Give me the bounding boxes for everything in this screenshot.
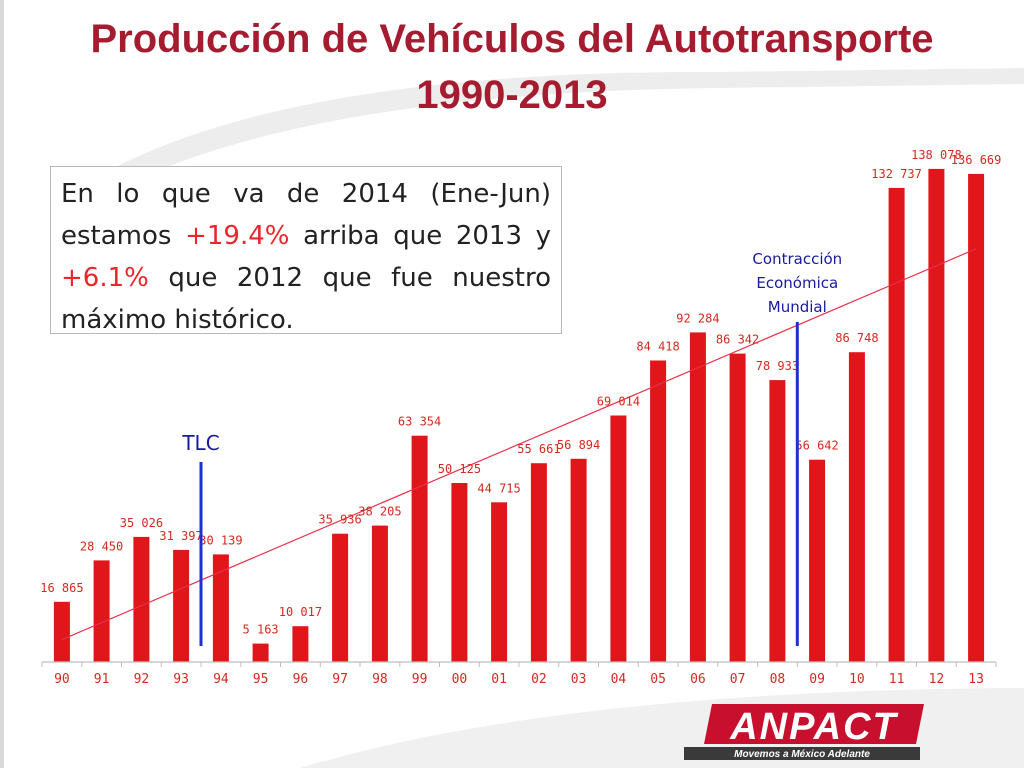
bar-11 [888, 187, 905, 662]
bar-label-91: 28 450 [80, 539, 123, 553]
x-tick-03: 03 [571, 672, 587, 687]
bar-08 [769, 380, 786, 662]
logo-tagline-text: Movemos a México Adelante [734, 749, 870, 760]
crisis-annotation-label-3: Mundial [768, 298, 827, 316]
x-axis: 90 91 92 93 94 95 96 97 98 99 00 01 02 03 04 05 06 07 08 09… [41, 661, 997, 687]
bar-label-00: 50 125 [438, 462, 481, 476]
bar-05 [650, 360, 667, 662]
bar-label-99: 63 354 [398, 415, 441, 429]
bar-03 [570, 458, 587, 662]
bar-label-98: 38 205 [358, 505, 401, 519]
x-tick-13: 13 [968, 672, 984, 687]
bar-93 [173, 549, 190, 662]
bar-label-01: 44 715 [477, 481, 520, 495]
bar-13 [968, 173, 985, 662]
bars-layer [53, 168, 985, 662]
bar-label-90: 16 865 [40, 581, 83, 595]
bar-01 [491, 502, 508, 662]
x-tick-95: 95 [253, 672, 269, 687]
x-tick-91: 91 [94, 672, 110, 687]
note-box: En lo que va de 2014 (Ene-Jun) estamos +… [50, 166, 562, 335]
bar-94 [212, 554, 229, 662]
bar-label-96: 10 017 [279, 605, 322, 619]
x-tick-09: 09 [809, 672, 825, 687]
crisis-annotation-label-2: Económica [756, 274, 838, 292]
anpact-logo: ANPACT Movemos a México Adelante [684, 704, 924, 760]
bar-96 [292, 626, 309, 662]
bar-07 [729, 353, 746, 662]
bar-label-07: 86 342 [716, 333, 759, 347]
x-tick-90: 90 [54, 672, 70, 687]
bar-99 [411, 435, 428, 662]
x-tick-99: 99 [412, 672, 428, 687]
tlc-annotation-label: TLC [181, 431, 219, 455]
bar-label-09: 56 642 [795, 439, 838, 453]
bar-label-95: 5 163 [243, 623, 279, 637]
x-tick-11: 11 [889, 672, 905, 687]
note-highlight-2013: +19.4% [185, 221, 290, 251]
trend-line [61, 248, 977, 641]
x-tick-08: 08 [770, 672, 786, 687]
crisis-annotation-label-1: Contracción [752, 250, 842, 268]
x-tick-97: 97 [332, 672, 348, 687]
x-tick-96: 96 [293, 672, 309, 687]
bar-12 [928, 168, 945, 662]
bar-label-94: 30 139 [199, 533, 242, 547]
bar-06 [689, 332, 706, 662]
bar-label-11: 132 737 [871, 167, 922, 181]
bar-97 [332, 533, 349, 662]
bar-label-04: 69 014 [597, 395, 640, 409]
bar-label-13: 136 669 [951, 153, 1002, 167]
bar-label-08: 78 933 [756, 359, 799, 373]
x-tick-92: 92 [134, 672, 150, 687]
x-tick-10: 10 [849, 672, 865, 687]
trendline-layer [61, 248, 977, 641]
bar-10 [848, 352, 865, 662]
bar-label-93: 31 397 [159, 529, 202, 543]
x-tick-06: 06 [690, 672, 706, 687]
note-text-2: arriba que 2013 y [289, 221, 552, 251]
bar-label-06: 92 284 [676, 311, 719, 325]
x-tick-93: 93 [173, 672, 189, 687]
page-title: Producción de Vehículos del Autotranspor… [90, 17, 934, 61]
page-subtitle-years: 1990-2013 [416, 73, 608, 117]
note-text-1: En lo que va de 2014 (Ene-Jun) estamos [61, 179, 551, 251]
bar-90 [53, 601, 70, 662]
bar-98 [371, 525, 388, 662]
x-tick-02: 02 [531, 672, 547, 687]
bar-label-12: 138 078 [911, 148, 962, 162]
x-tick-05: 05 [650, 672, 666, 687]
x-tick-01: 01 [491, 672, 507, 687]
bar-09 [809, 459, 826, 662]
bar-label-02: 55 661 [517, 442, 560, 456]
x-tick-94: 94 [213, 672, 229, 687]
bar-label-03: 56 894 [557, 438, 600, 452]
x-tick-04: 04 [611, 672, 627, 687]
note-highlight-2012: +6.1% [61, 263, 149, 293]
x-tick-98: 98 [372, 672, 388, 687]
logo-brand-text: ANPACT [729, 706, 898, 748]
x-tick-00: 00 [452, 672, 468, 687]
x-tick-07: 07 [730, 672, 746, 687]
bar-02 [530, 463, 547, 662]
bar-04 [610, 415, 627, 662]
bar-95 [252, 643, 269, 662]
annotations-layer: TLC Contracción Económica Mundial [181, 250, 842, 646]
bar-label-05: 84 418 [636, 340, 679, 354]
note-text-3: que 2012 que fue nuestro máximo históric… [61, 263, 551, 335]
bar-92 [133, 536, 150, 662]
bar-00 [451, 483, 468, 662]
x-tick-12: 12 [929, 672, 945, 687]
bar-label-92: 35 026 [120, 516, 163, 530]
bar-label-10: 86 748 [835, 331, 878, 345]
bar-91 [93, 560, 110, 662]
bar-label-97: 35 936 [318, 513, 361, 527]
